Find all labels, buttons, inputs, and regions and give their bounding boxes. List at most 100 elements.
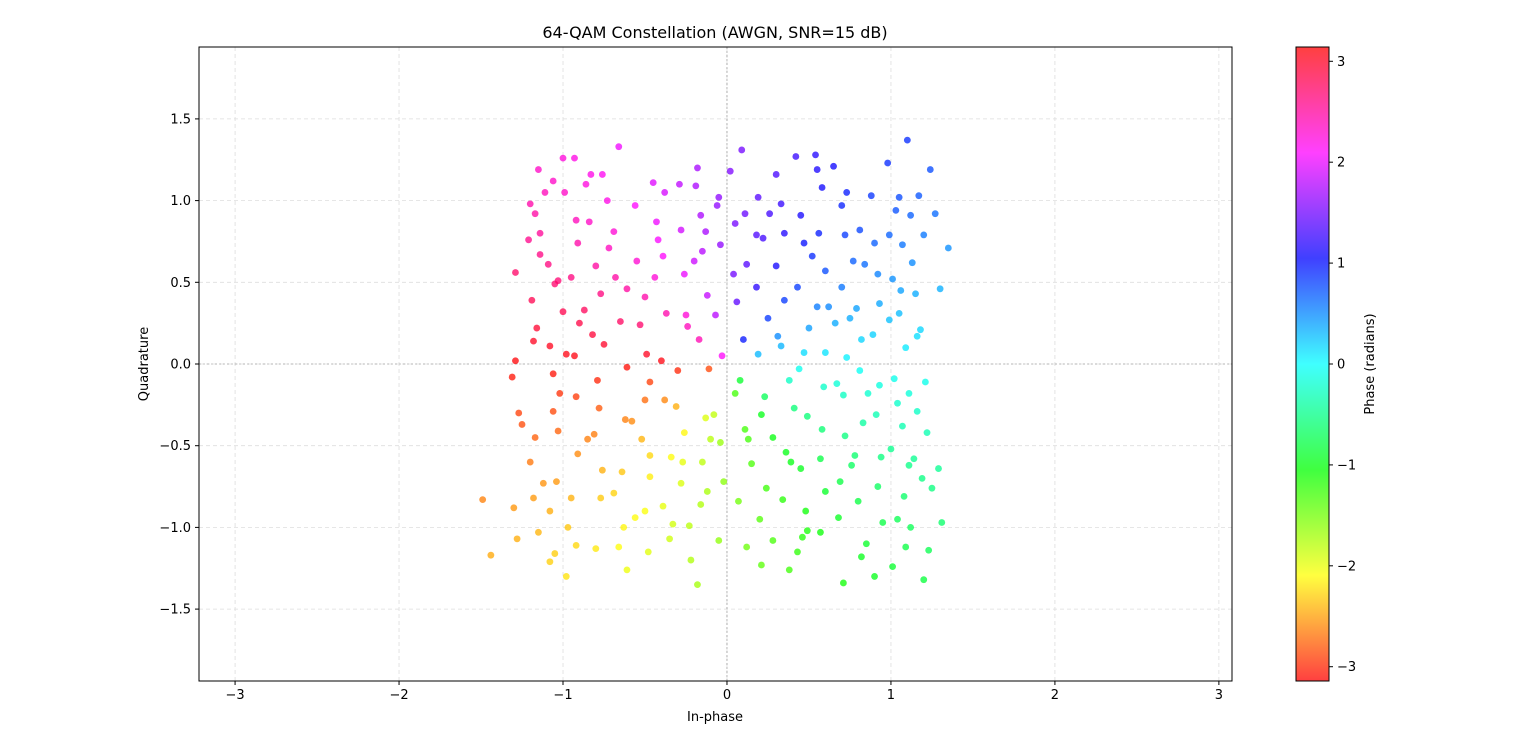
y-tick-label: 1.5: [170, 112, 191, 127]
constellation-point: [841, 432, 849, 440]
constellation-point: [528, 296, 536, 304]
constellation-point: [769, 537, 777, 544]
constellation-point: [839, 579, 847, 587]
constellation-point: [646, 473, 654, 481]
constellation-point: [736, 376, 744, 384]
constellation-point: [621, 416, 629, 423]
constellation-point: [643, 350, 651, 358]
constellation-point: [825, 303, 833, 311]
constellation-point: [790, 404, 798, 412]
constellation-point: [559, 308, 567, 316]
constellation-point: [623, 285, 631, 293]
constellation-point: [885, 316, 893, 324]
constellation-point: [846, 314, 854, 322]
constellation-point: [797, 465, 805, 472]
constellation-point: [743, 543, 751, 551]
constellation-point: [551, 550, 559, 557]
constellation-point: [861, 260, 869, 268]
constellation-point: [741, 425, 749, 433]
constellation-point: [938, 519, 946, 526]
constellation-point: [794, 283, 801, 291]
constellation-point: [800, 239, 808, 247]
constellation-point: [594, 376, 601, 384]
constellation-point: [794, 548, 801, 556]
colorbar-tick-label: 1: [1337, 257, 1345, 272]
constellation-point: [526, 200, 534, 208]
constellation-point: [531, 434, 539, 441]
constellation-point: [559, 154, 567, 162]
constellation-point: [854, 497, 862, 505]
constellation-point: [631, 202, 639, 209]
constellation-point: [695, 336, 703, 343]
constellation-point: [885, 231, 893, 239]
constellation-point: [936, 285, 944, 293]
constellation-point: [871, 573, 878, 580]
constellation-point: [646, 452, 654, 459]
constellation-point: [680, 429, 688, 437]
x-tick-label: 1: [887, 688, 895, 703]
constellation-point: [576, 319, 583, 327]
constellation-point: [876, 381, 883, 389]
constellation-point: [780, 229, 788, 237]
constellation-point: [764, 314, 772, 322]
constellation-point: [799, 533, 806, 541]
constellation-point: [780, 296, 788, 304]
constellation-point: [858, 553, 865, 561]
constellation-point: [684, 323, 692, 330]
constellation-point: [754, 350, 762, 358]
colorbar-tick-label: 3: [1337, 55, 1345, 70]
constellation-point: [813, 303, 821, 311]
constellation-point: [884, 159, 892, 167]
constellation-point: [562, 573, 570, 580]
constellation-point: [848, 461, 855, 469]
constellation-point: [676, 180, 683, 188]
constellation-point: [743, 260, 751, 268]
constellation-point: [623, 363, 631, 371]
constellation-point: [744, 435, 752, 443]
constellation-point: [694, 581, 701, 588]
constellation-point: [638, 435, 646, 443]
constellation-point: [531, 210, 539, 218]
constellation-point: [649, 179, 657, 187]
constellation-point: [923, 429, 931, 437]
constellation-point: [889, 275, 896, 283]
colorbar-tick-label: 0: [1337, 358, 1345, 373]
y-tick-label: −1.0: [159, 521, 191, 536]
constellation-point: [856, 367, 864, 374]
constellation-point: [535, 166, 542, 173]
constellation-point: [843, 354, 851, 361]
constellation-point: [654, 236, 662, 244]
constellation-point: [677, 226, 685, 234]
constellation-point: [508, 373, 516, 381]
constellation-point: [610, 228, 618, 236]
constellation-point: [917, 326, 924, 334]
constellation-point: [787, 458, 795, 466]
constellation-point: [571, 352, 578, 360]
constellation-point: [892, 207, 900, 214]
constellation-point: [571, 154, 578, 162]
constellation-point: [620, 524, 628, 531]
constellation-point: [899, 241, 906, 249]
y-tick-label: 1.0: [170, 194, 191, 209]
constellation-point: [597, 494, 605, 502]
constellation-point: [697, 211, 705, 219]
constellation-point: [815, 229, 823, 237]
constellation-point: [762, 484, 770, 492]
constellation-point: [792, 153, 800, 160]
constellation-point: [600, 340, 608, 348]
constellation-point: [851, 452, 859, 459]
constellation-point: [903, 136, 911, 144]
constellation-point: [510, 504, 518, 512]
constellation-point: [894, 399, 901, 407]
constellation-point: [841, 231, 849, 239]
constellation-point: [598, 466, 606, 474]
constellation-point: [821, 349, 829, 356]
constellation-point: [530, 337, 537, 345]
x-tick-label: −2: [389, 688, 408, 703]
constellation-point: [572, 216, 580, 224]
constellation-point: [715, 537, 723, 544]
constellation-point: [592, 545, 600, 553]
constellation-point: [782, 448, 790, 456]
constellation-point: [590, 430, 598, 438]
constellation-point: [944, 244, 952, 252]
